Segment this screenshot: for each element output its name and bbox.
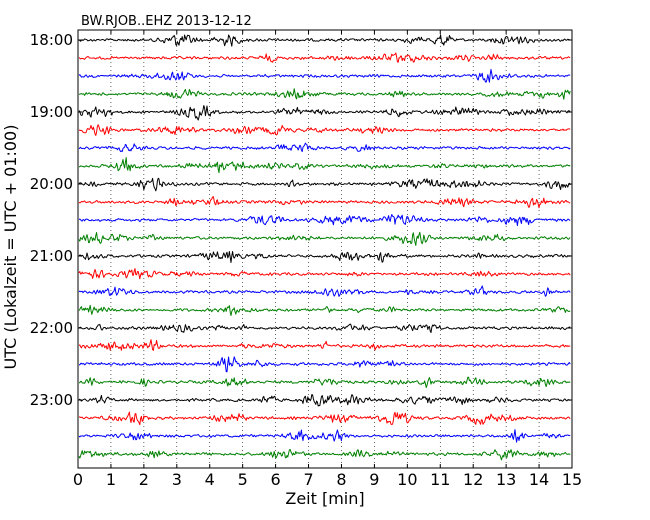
trace-row-0 (78, 34, 571, 47)
trace-row-13 (78, 268, 571, 280)
trace-row-23 (78, 448, 571, 461)
trace-row-2 (78, 69, 571, 83)
x-tick-label: 3 (172, 470, 182, 489)
x-tick-label: 1 (106, 470, 116, 489)
x-tick-label: 8 (336, 470, 346, 489)
trace-row-7 (78, 157, 571, 174)
trace-row-4 (78, 105, 571, 121)
seismogram-traces (78, 34, 571, 461)
y-tick-label: 23:00 (30, 391, 73, 409)
trace-row-15 (78, 304, 571, 317)
trace-row-11 (78, 231, 571, 246)
y-tick-label: 22:00 (30, 319, 73, 337)
x-tick-label: 6 (271, 470, 281, 489)
trace-row-20 (78, 394, 571, 407)
trace-row-5 (78, 124, 571, 136)
x-tick-label: 12 (463, 470, 483, 489)
trace-row-1 (78, 52, 571, 63)
y-tick-label: 19:00 (30, 103, 73, 121)
y-axis-ticks: 18:00 19:00 20:00 21:00 22:00 23:00 (30, 31, 572, 409)
trace-row-16 (78, 323, 571, 334)
x-tick-label: 5 (238, 470, 248, 489)
x-axis-label: Zeit [min] (285, 489, 364, 508)
x-axis-ticks: 0 1 2 3 4 5 6 7 8 9 10 11 12 13 14 15 (73, 30, 582, 489)
y-tick-label: 21:00 (30, 247, 73, 265)
trace-row-8 (78, 177, 571, 192)
trace-row-3 (78, 88, 571, 100)
x-tick-label: 15 (562, 470, 582, 489)
y-tick-label: 18:00 (30, 31, 73, 49)
x-tick-label: 7 (303, 470, 313, 489)
x-tick-label: 11 (430, 470, 450, 489)
x-tick-label: 0 (73, 470, 83, 489)
x-tick-label: 13 (496, 470, 516, 489)
trace-row-21 (78, 411, 571, 426)
x-tick-label: 9 (369, 470, 379, 489)
plot-frame (77, 29, 573, 469)
y-tick-label: 20:00 (30, 175, 73, 193)
trace-row-22 (78, 429, 571, 443)
trace-row-9 (78, 196, 571, 209)
trace-row-18 (78, 356, 571, 373)
trace-row-19 (78, 376, 571, 389)
x-tick-label: 4 (205, 470, 215, 489)
chart-title: BW.RJOB..EHZ 2013-12-12 (81, 14, 252, 29)
trace-row-14 (78, 285, 571, 297)
trace-row-17 (78, 339, 571, 351)
y-axis-label: UTC (Lokalzeit = UTC + 01:00) (1, 125, 20, 370)
x-tick-label: 2 (139, 470, 149, 489)
trace-row-12 (78, 250, 571, 263)
trace-row-6 (78, 142, 571, 153)
x-tick-label: 10 (397, 470, 417, 489)
trace-row-10 (78, 213, 571, 227)
x-tick-label: 14 (529, 470, 549, 489)
